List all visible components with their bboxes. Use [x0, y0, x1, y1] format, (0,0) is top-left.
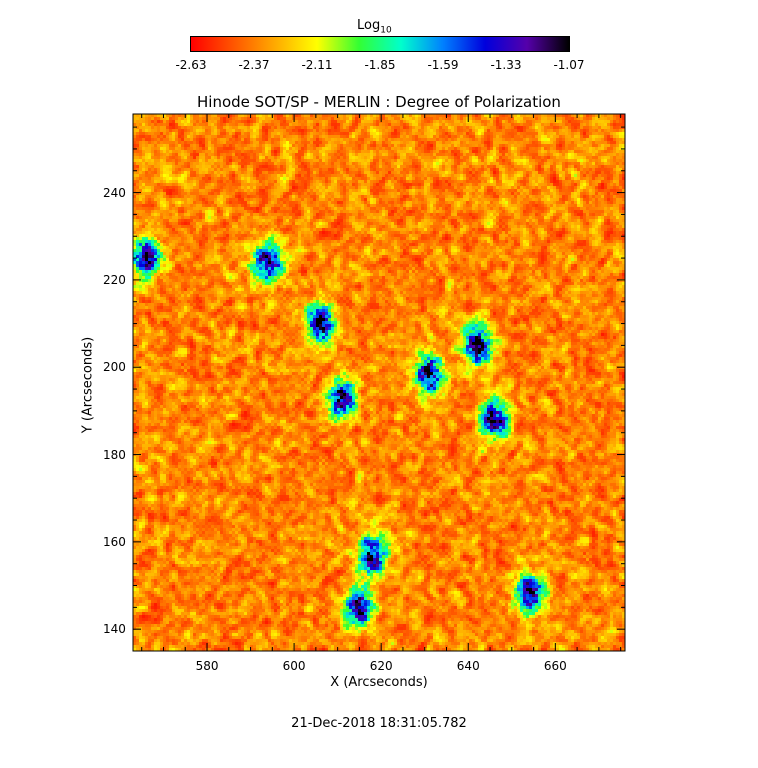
colorbar-tick-label: -2.11: [301, 58, 333, 72]
colorbar-tick-label: -1.33: [490, 58, 522, 72]
colorbar-tick-label: -1.59: [427, 58, 459, 72]
x-axis-label: X (Arcseconds): [330, 675, 428, 690]
colorbar-tick-label: -2.63: [175, 58, 207, 72]
y-tick-label: 200: [103, 360, 126, 375]
y-tick-label: 140: [103, 622, 126, 637]
colorbar-title: Log10: [357, 18, 392, 36]
x-tick-label: 580: [195, 659, 219, 673]
plot-title: Hinode SOT/SP - MERLIN : Degree of Polar…: [197, 93, 561, 111]
y-tick-label: 180: [103, 447, 126, 462]
plot-frame: [132, 113, 626, 652]
timestamp: 21-Dec-2018 18:31:05.782: [291, 716, 467, 731]
colorbar-tick-label: -1.07: [553, 58, 585, 72]
colorbar-tick-label: -1.85: [364, 58, 396, 72]
y-tick-label: 240: [103, 185, 126, 200]
y-tick-label: 160: [103, 534, 126, 549]
colorbar: [190, 36, 570, 52]
x-tick-label: 640: [456, 659, 480, 673]
heatmap-image: [133, 114, 625, 651]
y-tick-label: 220: [103, 272, 126, 287]
x-tick-label: 660: [543, 659, 567, 673]
x-tick-label: 620: [369, 659, 393, 673]
colorbar-tick-label: -2.37: [238, 58, 270, 72]
x-tick-label: 600: [282, 659, 306, 673]
y-axis-label: Y (Arcseconds): [80, 336, 96, 434]
